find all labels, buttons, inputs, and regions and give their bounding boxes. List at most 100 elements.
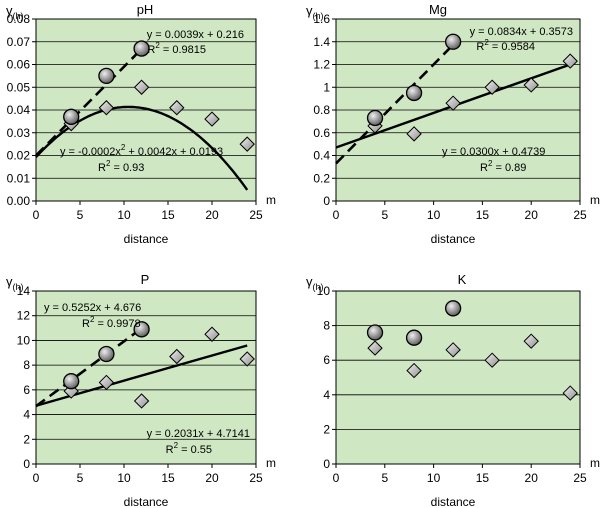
fit-equation: y = -0.0002x2 + 0.0042x + 0.0193	[60, 143, 223, 158]
y-tick-label: 0.6	[313, 126, 330, 140]
x-tick-label: 0	[33, 471, 40, 485]
diamond-marker	[445, 95, 461, 111]
y-tick-label: 0.08	[7, 12, 31, 26]
chart-title: P	[141, 272, 150, 287]
x-unit-label: m	[266, 193, 276, 207]
chart-title: Mg	[429, 2, 447, 17]
y-tick-label: 2	[323, 422, 330, 436]
y-tick-label: 6	[23, 383, 30, 397]
x-tick-label: 10	[427, 208, 441, 222]
y-tick-label: 1.2	[313, 58, 330, 72]
diamond-marker	[169, 100, 185, 116]
diamond-marker	[239, 351, 255, 367]
chart-title: K	[458, 272, 467, 287]
y-tick-label: 0.07	[7, 35, 31, 49]
y-tick-label: 8	[323, 319, 330, 333]
y-axis-label: γ(h)	[306, 3, 324, 21]
y-tick-label: 0.00	[7, 194, 31, 208]
y-tick-label: 0	[323, 457, 330, 471]
x-tick-label: 20	[205, 471, 219, 485]
y-tick-label: 1.4	[313, 35, 330, 49]
y-tick-label: 4	[323, 388, 330, 402]
circle-marker	[63, 108, 80, 125]
x-unit-label: m	[590, 456, 600, 470]
x-tick-label: 10	[117, 471, 131, 485]
x-tick-label: 5	[381, 208, 388, 222]
x-tick-label: 10	[427, 471, 441, 485]
diamond-marker	[484, 79, 500, 95]
x-tick-label: 25	[573, 471, 587, 485]
chart-panel-p: 0 2 4 6 8 10 12 14 0 5 10 15 20 25m distance Pγ(h) y = 0…	[6, 272, 276, 508]
x-tick-label: 0	[33, 208, 40, 222]
fit-equation: y = 0.0834x + 0.3573	[470, 26, 573, 38]
x-axis-label: distance	[431, 232, 476, 246]
diamond-marker	[169, 348, 185, 365]
x-tick-label: 20	[205, 208, 219, 222]
y-tick-label: 0.06	[7, 58, 31, 72]
diamond-marker	[133, 393, 150, 409]
fit-equation: y = 0.0300x + 0.4739	[442, 146, 545, 158]
chart-panel-mg: 0 0.2 0.4 0.6 0.8 1 1.2 1.4 1.6 0 5 10 15 20 25m distan…	[306, 2, 600, 246]
x-axis-label: distance	[124, 232, 169, 246]
circle-marker	[366, 109, 384, 127]
y-tick-label: 0	[23, 457, 30, 471]
diamond-marker	[204, 111, 220, 127]
x-tick-label: 0	[333, 471, 340, 485]
y-tick-label: 0.03	[7, 126, 31, 140]
x-tick-label: 25	[573, 208, 587, 222]
diamond-marker	[406, 126, 422, 142]
x-tick-label: 5	[77, 208, 84, 222]
r-squared-label: R2 = 0.9815	[147, 41, 206, 56]
trendline-dashed	[335, 40, 457, 165]
circle-marker	[63, 373, 80, 390]
y-tick-label: 0.2	[313, 171, 330, 185]
trendline-dashed	[35, 45, 146, 157]
diamond-marker	[484, 352, 500, 368]
y-tick-label: 10	[317, 284, 331, 298]
r-squared-label: R2 = 0.55	[166, 441, 212, 456]
y-axis-label: γ(h)	[306, 274, 324, 292]
circle-marker	[405, 84, 423, 102]
diamond-marker	[562, 53, 578, 69]
fit-equation: y = 0.0039x + 0.216	[147, 29, 244, 41]
x-tick-label: 0	[333, 208, 340, 222]
y-tick-label: 12	[17, 309, 31, 323]
x-tick-label: 15	[161, 471, 175, 485]
x-tick-label: 25	[249, 471, 263, 485]
circle-marker	[366, 324, 384, 341]
diamond-marker	[204, 326, 220, 342]
circle-marker	[444, 33, 462, 50]
r-squared-label: R2 = 0.89	[480, 159, 526, 174]
circle-marker	[98, 67, 115, 85]
r-squared-label: R2 = 0.9978	[82, 315, 141, 330]
circle-marker	[98, 345, 115, 363]
x-unit-label: m	[266, 456, 276, 470]
y-tick-label: 2	[23, 432, 30, 446]
x-tick-label: 15	[476, 471, 490, 485]
diamond-marker	[98, 374, 115, 391]
y-tick-label: 8	[23, 358, 30, 372]
chart-panel-k: 0 2 4 6 8 10 0 5 10 15 20 25m distance Kγ(h)	[306, 272, 600, 508]
fit-equation: y = 0.2031x + 4.7141	[147, 428, 250, 440]
x-tick-label: 20	[525, 208, 539, 222]
x-tick-label: 10	[117, 208, 131, 222]
x-tick-label: 5	[77, 471, 84, 485]
chart-panel-ph: 0.00 0.01 0.02 0.03 0.04 0.05 0.06 0.07 0.08 0 5 10…	[6, 2, 276, 246]
x-tick-label: 15	[476, 208, 490, 222]
diamond-marker	[133, 79, 150, 95]
diamond-marker	[523, 77, 539, 93]
fit-equation: y = 0.5252x + 4.676	[44, 302, 141, 314]
y-tick-label: 4	[23, 408, 30, 422]
y-tick-label: 1.6	[313, 12, 330, 26]
x-unit-label: m	[590, 193, 600, 207]
x-tick-label: 25	[249, 208, 263, 222]
diamond-marker	[239, 136, 255, 152]
y-tick-label: 0.05	[7, 80, 31, 94]
trendline-dashed	[35, 325, 146, 408]
x-tick-label: 5	[381, 471, 388, 485]
y-tick-label: 1	[323, 80, 330, 94]
y-tick-label: 0.01	[7, 171, 31, 185]
y-tick-label: 14	[17, 284, 31, 298]
r-squared-label: R2 = 0.9584	[476, 38, 535, 53]
